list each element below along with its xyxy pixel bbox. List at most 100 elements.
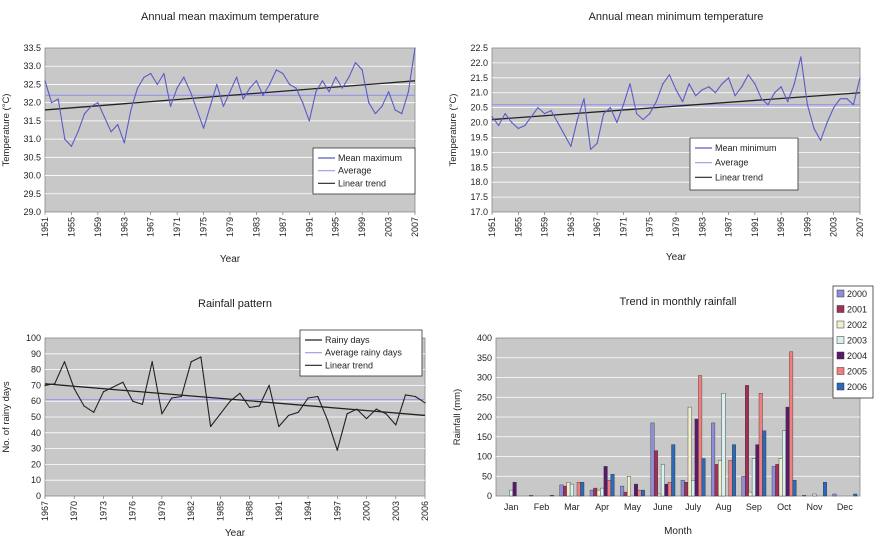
y-tick-label: 20.5 [470, 103, 488, 113]
y-tick-label: 0 [36, 491, 41, 501]
bar [563, 485, 567, 497]
legend-entry: 2002 [847, 320, 867, 330]
chart-mintemp: Annual mean minimum temperature 17.0 17.5 1… [448, 11, 865, 263]
bar [634, 483, 638, 497]
bar [741, 476, 746, 497]
data-point [249, 406, 251, 409]
x-tick-label: 1951 [487, 217, 497, 237]
legend-entry: Mean maximum [338, 153, 402, 163]
data-point [385, 413, 387, 415]
data-point [51, 102, 53, 104]
data-point [407, 91, 409, 93]
data-point [326, 419, 329, 421]
data-point [249, 87, 251, 89]
bar [684, 482, 689, 497]
data-point [424, 402, 426, 404]
data-point [721, 83, 723, 85]
x-tick-label: 1976 [128, 501, 138, 521]
data-point [596, 142, 598, 145]
x-tick-label: 2003 [384, 217, 394, 237]
bar [671, 444, 676, 497]
chart-title: Rainfall pattern [198, 298, 272, 310]
x-tick-label: June [653, 502, 673, 512]
bar [627, 476, 631, 497]
data-point [112, 386, 114, 388]
legend-swatch [836, 336, 845, 344]
data-point [102, 391, 105, 393]
trend-line [44, 80, 416, 111]
bar [785, 406, 790, 497]
legend-box [689, 137, 799, 191]
data-point [570, 145, 572, 147]
data-point [169, 105, 172, 107]
bar [755, 444, 760, 497]
x-tick-label: 2007 [410, 217, 420, 237]
y-tick-label: 300 [477, 373, 492, 383]
x-tick-label: 1971 [172, 217, 182, 237]
y-tick-label: 17.0 [470, 207, 488, 217]
legend-swatch [836, 305, 845, 313]
chart-monthly: Trend in monthly rainfall 0 50 100 150 200 250… [452, 285, 874, 537]
x-tick-label: 1983 [697, 217, 707, 237]
data-point [583, 98, 585, 100]
bar [610, 474, 615, 497]
data-point [793, 83, 795, 85]
data-point [603, 113, 605, 115]
bar [660, 464, 665, 497]
data-point [335, 76, 337, 78]
x-tick-label: 1991 [304, 217, 314, 237]
data-point [622, 104, 625, 106]
data-point [668, 74, 671, 76]
data-point [543, 113, 546, 115]
data-point [819, 139, 822, 142]
x-tick-label: 2003 [829, 217, 839, 237]
data-point [196, 109, 198, 111]
data-point [395, 424, 397, 426]
y-tick-label: 29.0 [23, 207, 41, 217]
y-tick-label: 0 [487, 491, 492, 501]
bar [771, 466, 776, 497]
data-point [132, 400, 134, 402]
data-point [190, 361, 192, 363]
data-point [374, 113, 376, 115]
y-tick-label: 100 [477, 452, 492, 462]
plot-area [491, 47, 861, 213]
y-tick-label: 150 [477, 432, 492, 442]
y-tick-label: 20 [31, 459, 41, 469]
data-point [491, 115, 493, 118]
bar [593, 487, 598, 497]
legend-entry: 2005 [847, 367, 867, 377]
x-tick-label: Dec [837, 502, 854, 512]
series-line [44, 356, 426, 451]
x-tick-label: 2006 [420, 501, 430, 521]
data-point [202, 127, 205, 129]
data-point [833, 107, 835, 109]
x-tick-label: 1979 [671, 217, 681, 237]
x-tick-label: 1983 [251, 217, 261, 237]
x-tick-label: Mar [564, 502, 580, 512]
x-tick-label: 1995 [331, 217, 341, 237]
data-point [708, 86, 710, 88]
data-point [361, 69, 363, 71]
data-point [681, 101, 684, 103]
bar [691, 480, 696, 497]
bar [623, 491, 628, 497]
x-tick-label: 1995 [776, 217, 786, 237]
y-tick-label: 18.5 [470, 162, 488, 172]
y-tick-label: 31.5 [23, 116, 41, 126]
data-point [741, 86, 743, 88]
x-tick-label: 2003 [391, 501, 401, 521]
data-point [414, 47, 416, 49]
x-tick-label: 1959 [540, 217, 550, 237]
data-point [183, 76, 185, 78]
legend-entry: 2001 [847, 305, 867, 315]
data-point [356, 408, 358, 410]
data-point [171, 397, 173, 399]
x-tick-label: 1951 [40, 217, 50, 237]
legend-entry: Rainy days [325, 335, 370, 345]
data-point [70, 145, 73, 147]
bar [654, 450, 658, 497]
y-tick-label: 400 [477, 333, 492, 343]
bar [569, 483, 574, 497]
data-point [800, 56, 802, 58]
